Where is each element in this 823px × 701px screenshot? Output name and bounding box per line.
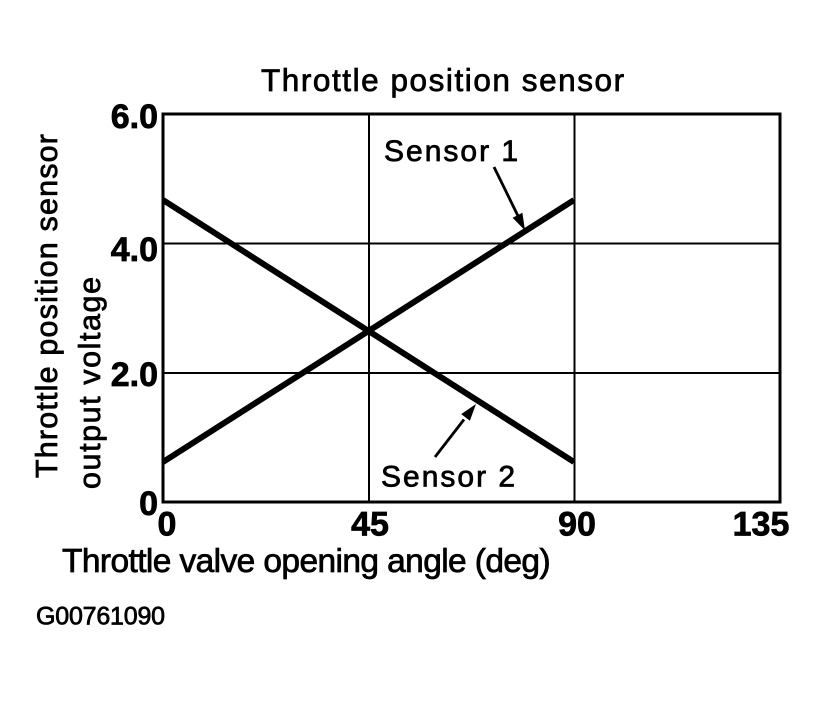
svg-text:90: 90 (558, 506, 596, 544)
svg-text:135: 135 (733, 506, 790, 544)
svg-text:6.0: 6.0 (111, 98, 158, 136)
svg-text:Throttle position sensor: Throttle position sensor (261, 62, 626, 98)
svg-text:G00761090: G00761090 (36, 603, 165, 631)
svg-text:Sensor 2: Sensor 2 (381, 461, 517, 494)
svg-text:2.0: 2.0 (111, 356, 158, 394)
svg-text:0: 0 (158, 506, 177, 544)
svg-text:Throttle valve opening angle (: Throttle valve opening angle (deg) (62, 543, 550, 580)
svg-text:output voltage: output voltage (73, 275, 107, 489)
svg-text:Throttle position sensor: Throttle position sensor (30, 133, 64, 478)
svg-text:0: 0 (139, 485, 158, 523)
svg-text:45: 45 (351, 506, 389, 544)
svg-text:Sensor 1: Sensor 1 (384, 135, 520, 168)
svg-text:4.0: 4.0 (111, 231, 158, 269)
